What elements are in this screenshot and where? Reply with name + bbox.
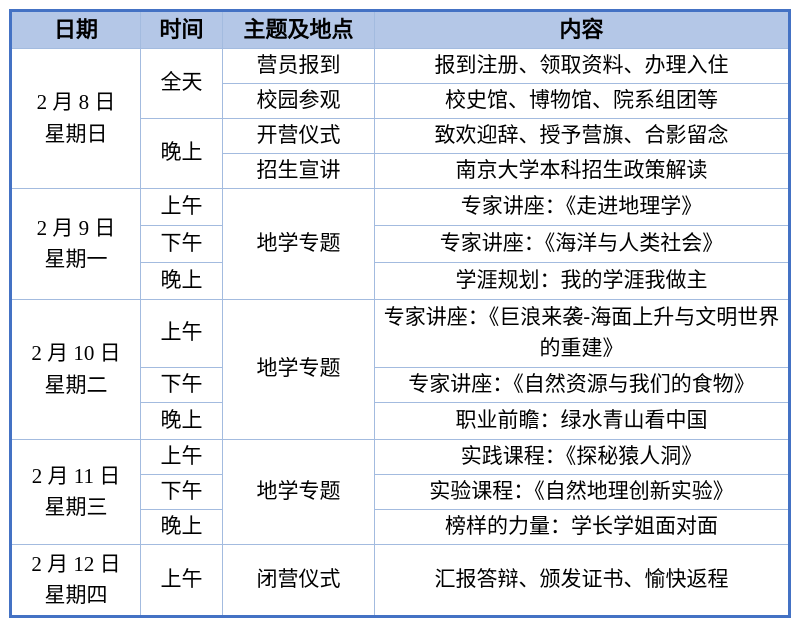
date-cell-feb9: 2 月 9 日 星期一	[10, 188, 141, 300]
date-cell-feb10: 2 月 10 日 星期二	[10, 299, 141, 440]
content-cell: 致欢迎辞、授予营旗、合影留念	[374, 118, 790, 154]
time-cell: 上午	[140, 299, 223, 368]
table-row: 2 月 8 日 星期日 全天 营员报到 报到注册、领取资料、办理入住	[10, 48, 790, 189]
table-row: 下午 专家讲座：《海洋与人类社会》	[11, 225, 790, 263]
theme-cell: 招生宣讲	[222, 153, 375, 189]
header-time: 时间	[140, 10, 223, 49]
theme-cell: 地学专题	[222, 299, 375, 440]
weekday-text: 星期四	[44, 583, 108, 607]
content-cell: 南京大学本科招生政策解读	[374, 153, 790, 189]
date-cell-feb11: 2 月 11 日 星期三	[10, 439, 141, 545]
date-text: 2 月 9 日	[36, 215, 116, 240]
weekday-text: 星期二	[44, 372, 108, 397]
table-row: 晚上 职业前瞻：绿水青山看中国	[11, 402, 790, 440]
time-cell: 下午	[140, 474, 223, 510]
content-cell: 汇报答辩、颁发证书、愉快返程	[374, 544, 790, 617]
date-cell-feb12: 2 月 12 日 星期四	[10, 544, 141, 617]
table-row: 招生宣讲 南京大学本科招生政策解读	[11, 153, 790, 189]
table-row: 晚上 榜样的力量：学长学姐面对面	[11, 509, 790, 545]
time-cell: 晚上	[140, 118, 223, 189]
theme-cell: 校园参观	[222, 83, 375, 119]
time-cell: 晚上	[140, 402, 223, 440]
date-text: 2 月 8 日	[36, 90, 116, 114]
time-cell: 晚上	[140, 262, 223, 300]
theme-cell: 闭营仪式	[222, 544, 375, 617]
time-cell: 上午	[140, 439, 223, 475]
content-cell: 实践课程：《探秘猿人洞》	[374, 439, 790, 475]
weekday-text: 星期一	[44, 247, 108, 271]
content-cell: 校史馆、博物馆、院系组团等	[374, 83, 790, 119]
content-cell: 榜样的力量：学长学姐面对面	[374, 509, 790, 545]
table-row: 下午 实验课程：《自然地理创新实验》	[11, 474, 790, 510]
date-text: 2 月 11 日	[31, 463, 121, 488]
header-row: 日期 时间 主题及地点 内容	[10, 10, 790, 49]
header-date: 日期	[10, 10, 141, 49]
content-cell: 学涯规划：我的学涯我做主	[374, 262, 790, 300]
table-row: 2 月 12 日 星期四 上午 闭营仪式 汇报答辩、颁发证书、愉快返程	[10, 544, 790, 617]
header-theme: 主题及地点	[222, 10, 375, 49]
content-cell: 专家讲座：《巨浪来袭-海面上升与文明世界的重建》	[374, 299, 790, 368]
table-row: 2 月 11 日 星期三 上午 地学专题 实践课程：《探秘猿人洞》	[10, 439, 790, 545]
header-content: 内容	[374, 10, 790, 49]
table-row: 晚上 学涯规划：我的学涯我做主	[11, 262, 790, 300]
content-cell: 职业前瞻：绿水青山看中国	[374, 402, 790, 440]
date-text: 2 月 10 日	[31, 341, 121, 365]
weekday-text: 星期三	[44, 495, 108, 519]
schedule-table: 日期 时间 主题及地点 内容 2 月 8 日 星期日 全天 营员报到 报到注册、…	[9, 9, 791, 618]
weekday-text: 星期日	[44, 121, 108, 146]
date-cell-feb8: 2 月 8 日 星期日	[10, 48, 141, 189]
content-cell: 专家讲座：《走进地理学》	[374, 188, 790, 226]
content-cell: 实验课程：《自然地理创新实验》	[374, 474, 790, 510]
time-cell: 下午	[140, 225, 223, 263]
table-row: 2 月 10 日 星期二 上午 地学专题 专家讲座：《巨浪来袭-海面上升与文明世…	[10, 299, 790, 440]
date-text: 2 月 12 日	[31, 551, 121, 576]
time-cell: 上午	[140, 188, 223, 226]
time-cell: 晚上	[140, 509, 223, 545]
table-row: 校园参观 校史馆、博物馆、院系组团等	[11, 83, 790, 119]
content-cell: 报到注册、领取资料、办理入住	[374, 48, 790, 84]
time-cell: 全天	[140, 48, 223, 119]
theme-cell: 营员报到	[222, 48, 375, 84]
content-cell: 专家讲座：《海洋与人类社会》	[374, 225, 790, 263]
time-cell: 下午	[140, 367, 223, 403]
table-row: 2 月 9 日 星期一 上午 地学专题 专家讲座：《走进地理学》	[10, 188, 790, 300]
theme-cell: 开营仪式	[222, 118, 375, 154]
table-row: 下午 专家讲座：《自然资源与我们的食物》	[11, 367, 790, 403]
time-cell: 上午	[140, 544, 223, 617]
content-cell: 专家讲座：《自然资源与我们的食物》	[374, 367, 790, 403]
theme-cell: 地学专题	[222, 439, 375, 545]
theme-cell: 地学专题	[222, 188, 375, 300]
